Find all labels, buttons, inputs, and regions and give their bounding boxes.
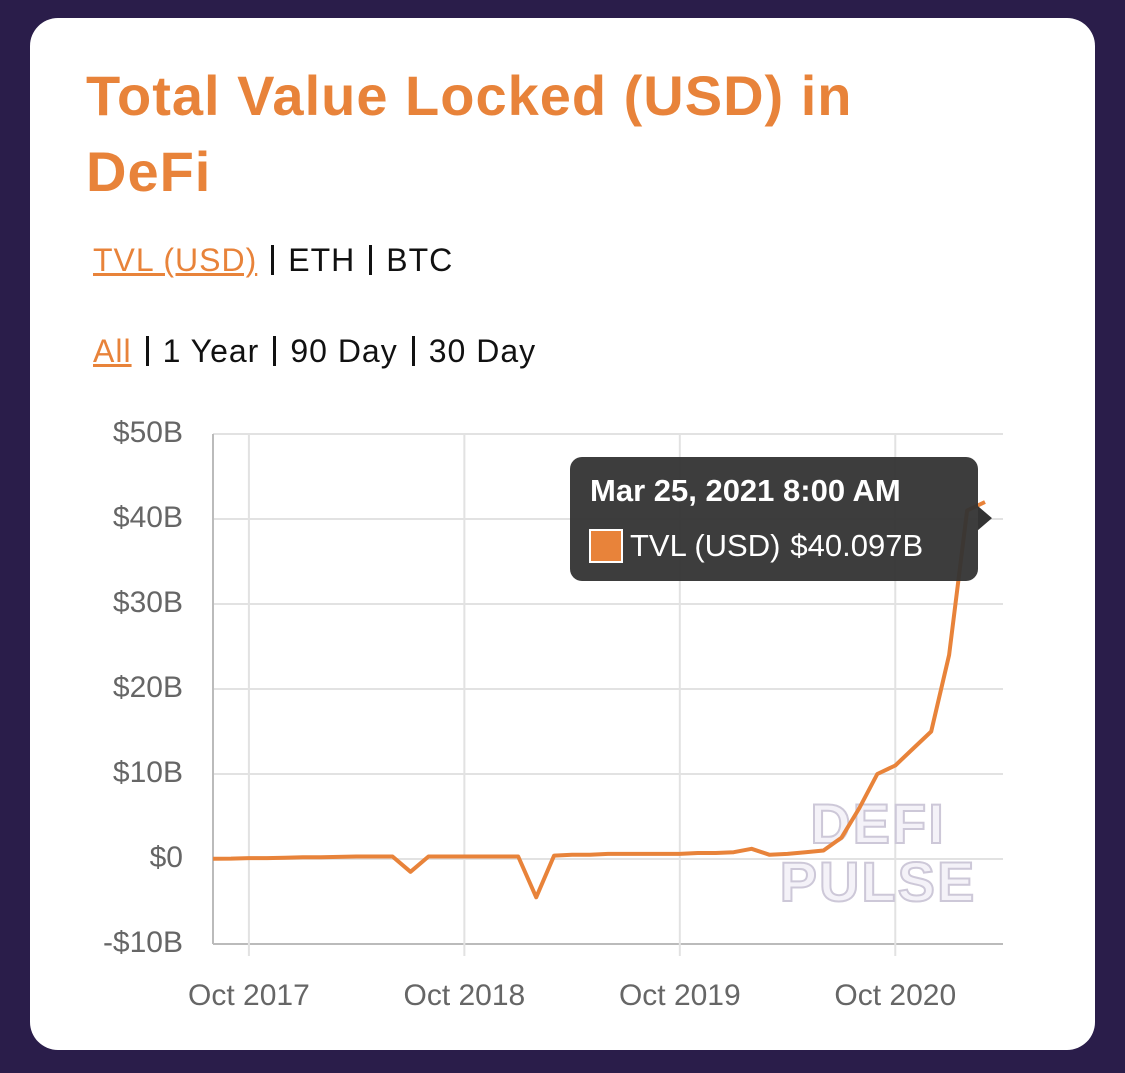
range-link[interactable]: 30 Day <box>411 335 550 367</box>
range-link[interactable]: All <box>93 333 132 369</box>
x-tick-label: Oct 2019 <box>619 979 741 1012</box>
x-tick-label: Oct 2020 <box>834 979 956 1012</box>
watermark-text: PULSE <box>780 850 977 913</box>
unit-link[interactable]: TVL (USD) <box>93 242 258 278</box>
y-tick-label: $10B <box>113 756 183 789</box>
title: Total Value Locked (USD) in DeFi <box>86 64 853 203</box>
y-tick-label: $20B <box>113 671 183 704</box>
range-link[interactable]: 1 Year <box>145 335 274 367</box>
tooltip-value: $40.097B <box>790 528 923 563</box>
tooltip-series: TVL (USD) <box>630 528 780 563</box>
y-tick-label: -$10B <box>103 926 183 959</box>
tooltip: Mar 25, 2021 8:00 AM TVL (USD) $40.097B <box>570 457 992 581</box>
unit-switch: TVL (USD) ETH BTC <box>93 242 467 278</box>
x-tick-label: Oct 2018 <box>403 979 525 1012</box>
tooltip-box <box>570 457 978 581</box>
y-tick-label: $0 <box>150 841 183 874</box>
range-switch: All 1 Year 90 Day 30 Day <box>93 333 550 369</box>
tooltip-date: Mar 25, 2021 8:00 AM <box>590 473 901 508</box>
tooltip-swatch <box>589 529 623 563</box>
unit-link[interactable]: ETH <box>271 244 369 276</box>
unit-link[interactable]: BTC <box>369 244 467 276</box>
tooltip-pointer <box>978 506 992 531</box>
x-tick-label: Oct 2017 <box>188 979 310 1012</box>
y-tick-label: $30B <box>113 586 183 619</box>
range-link[interactable]: 90 Day <box>273 335 411 367</box>
y-tick-label: $50B <box>113 416 183 449</box>
series-line <box>212 500 986 900</box>
y-tick-label: $40B <box>113 501 183 534</box>
